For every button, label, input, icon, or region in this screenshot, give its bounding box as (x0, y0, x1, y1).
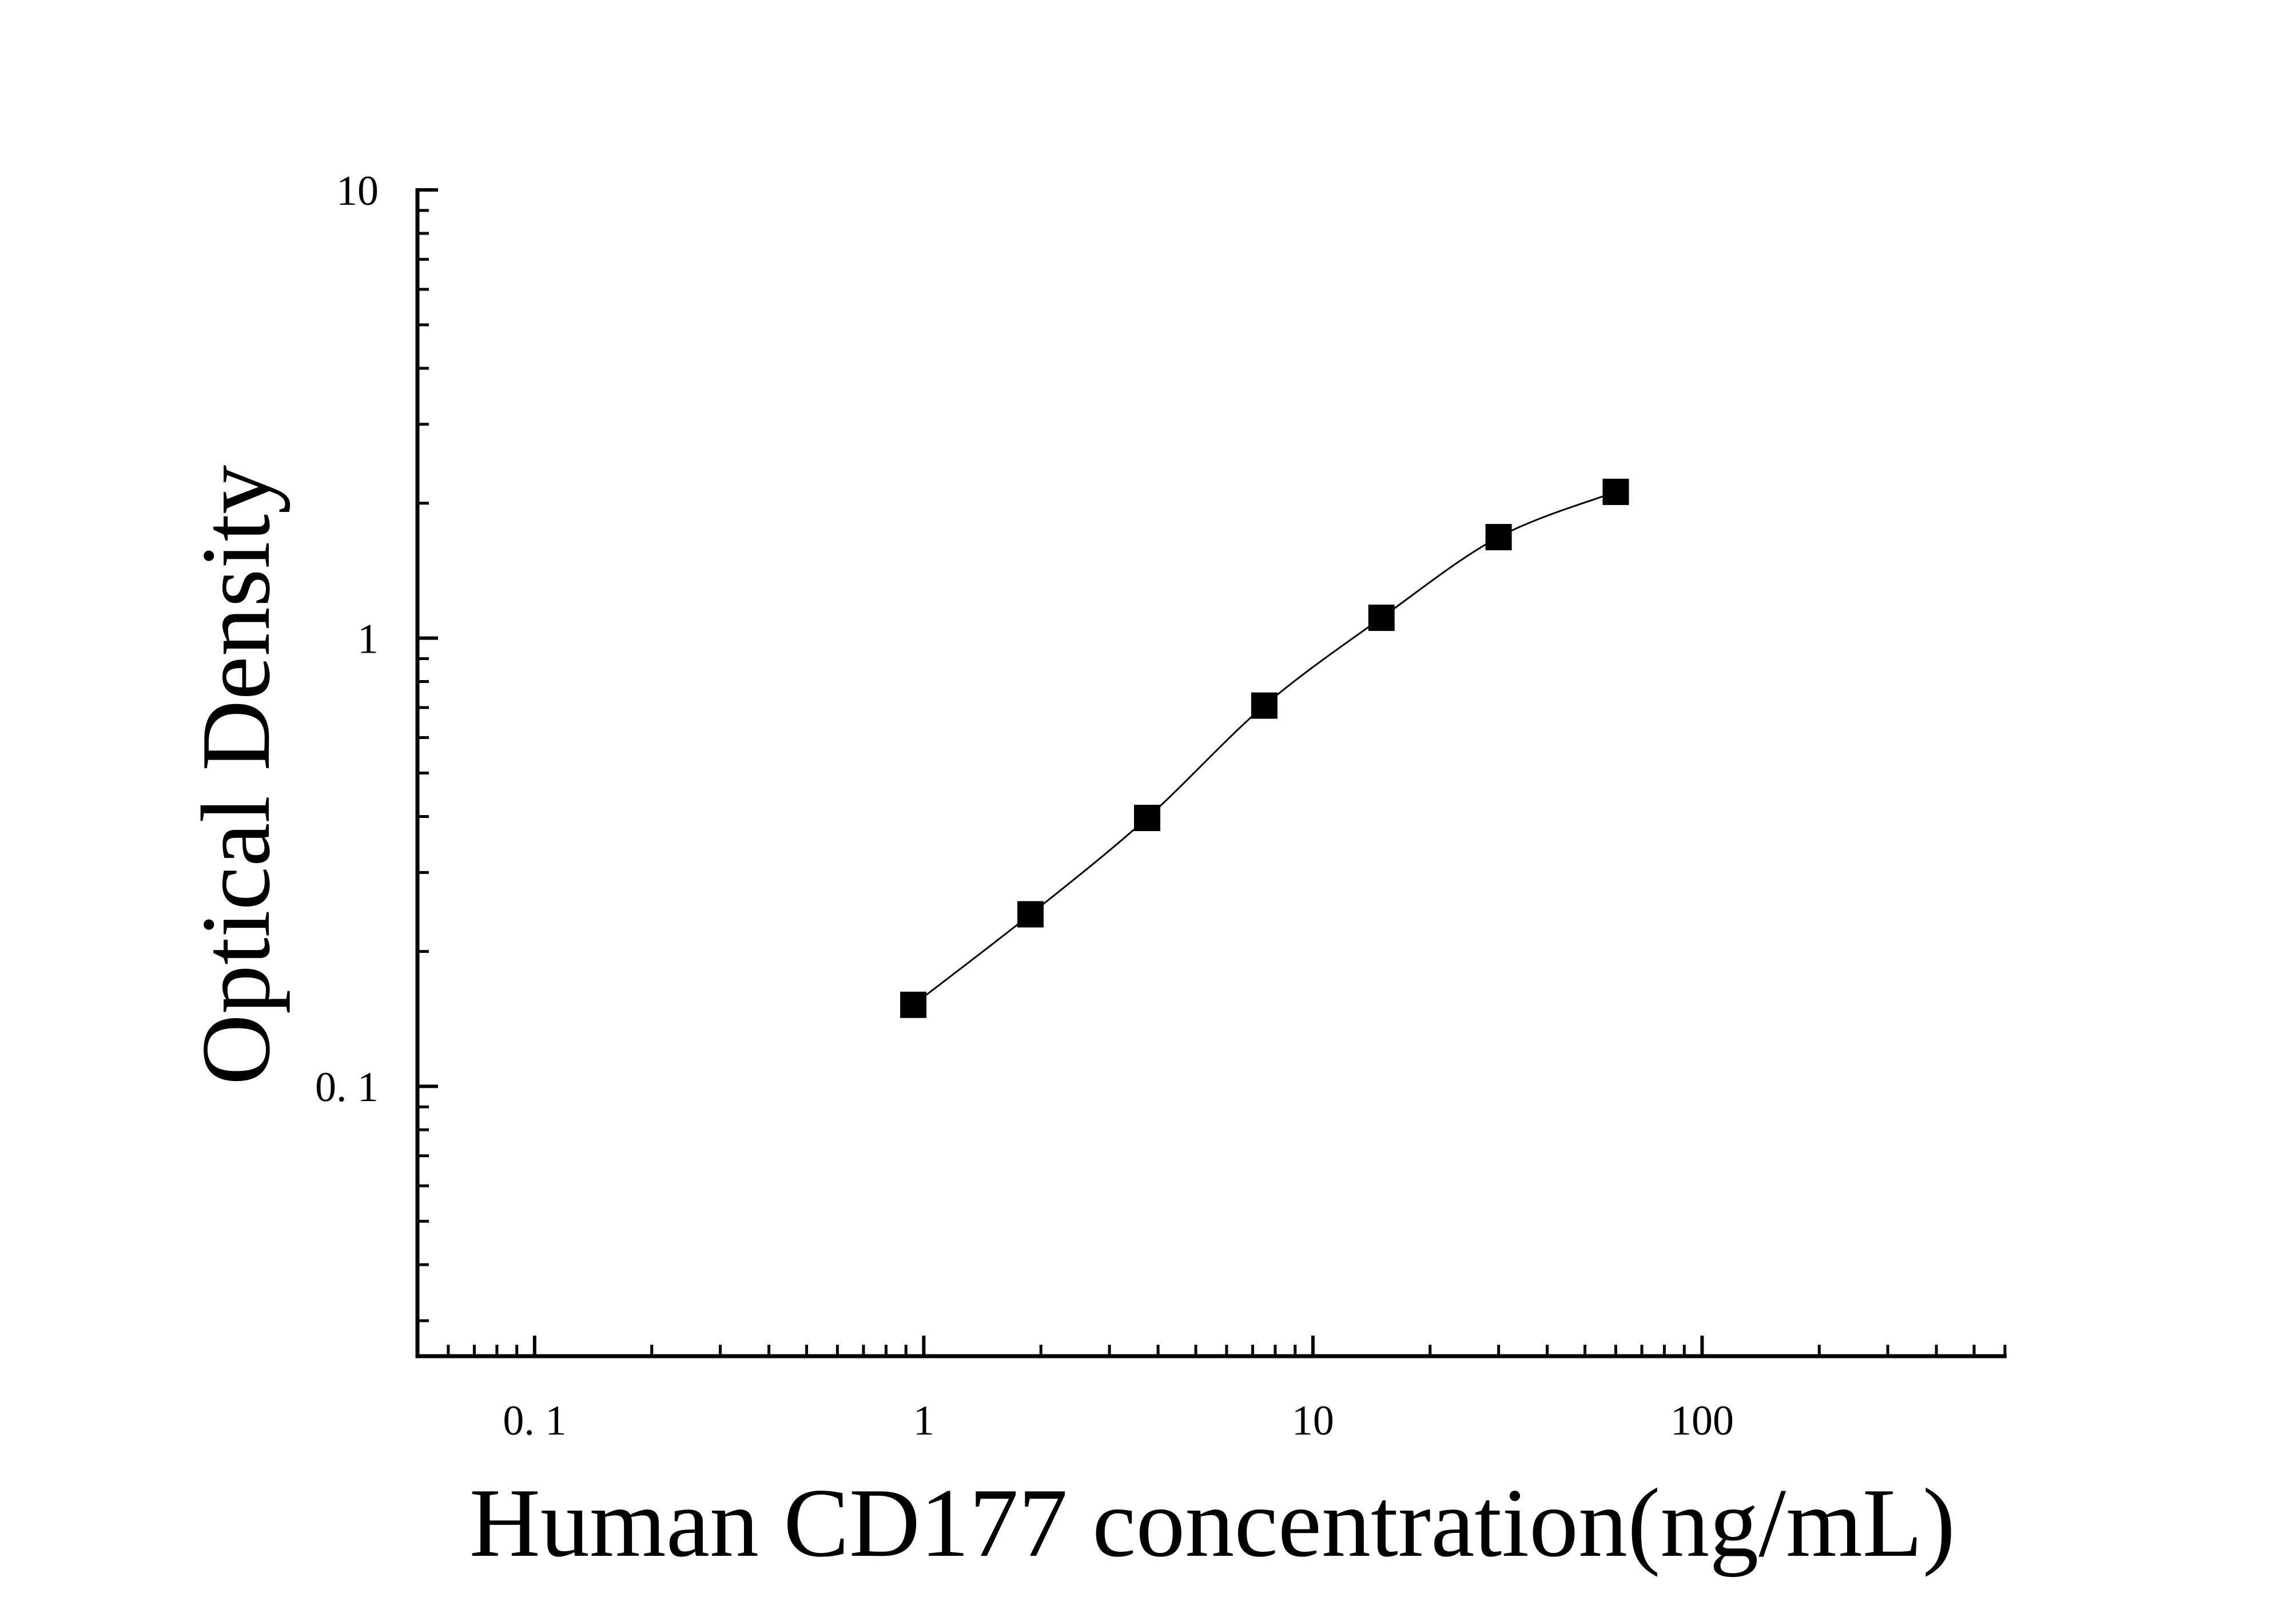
x-tick-label: 0. 1 (503, 1397, 566, 1444)
y-tick-label: 1 (357, 616, 379, 663)
data-point (1602, 478, 1629, 505)
data-point (1017, 901, 1044, 928)
y-axis-title: Optical Density (182, 465, 291, 1085)
x-tick-label: 1 (913, 1397, 934, 1444)
data-point (900, 991, 927, 1018)
y-tick-label: 0. 1 (315, 1064, 379, 1111)
data-point (1485, 524, 1512, 551)
data-point (1134, 805, 1161, 832)
x-axis-title: Human CD177 concentration(ng/mL) (469, 1469, 1955, 1578)
x-tick-label: 10 (1292, 1397, 1334, 1444)
x-tick-label: 100 (1670, 1397, 1734, 1444)
data-point (1368, 605, 1395, 631)
data-point (1251, 692, 1278, 719)
y-tick-label: 10 (336, 168, 379, 214)
